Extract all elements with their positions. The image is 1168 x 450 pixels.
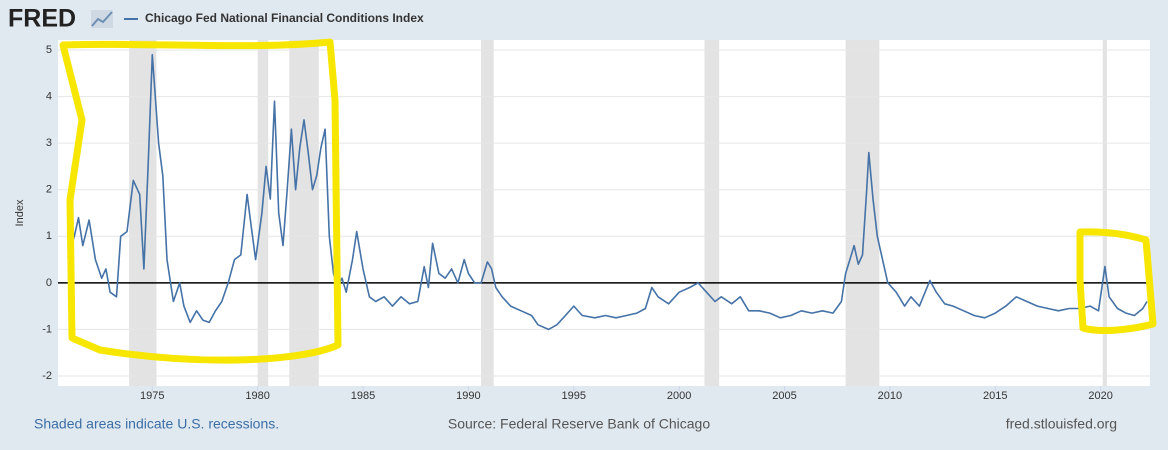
- source: Source: Federal Reserve Bank of Chicago: [448, 416, 710, 432]
- recession-shade: [129, 40, 157, 386]
- y-tick-label: 4: [46, 90, 52, 102]
- x-tick-label: 1980: [245, 390, 269, 402]
- plot-area: [58, 40, 1150, 386]
- x-tick-label: 1975: [140, 390, 164, 402]
- x-tick-label: 2010: [878, 390, 902, 402]
- x-tick-label: 2000: [667, 390, 691, 402]
- x-tick-label: 2005: [772, 390, 796, 402]
- y-tick-label: 1: [46, 230, 52, 242]
- x-tick-label: 1985: [351, 390, 375, 402]
- highlight-annotation: [59, 38, 342, 364]
- x-tick-label: 1995: [562, 390, 586, 402]
- x-tick-label: 1990: [456, 390, 480, 402]
- recession-shade: [481, 40, 494, 386]
- x-tick-label: 2015: [983, 390, 1007, 402]
- recession-shade: [845, 40, 880, 386]
- highlight-annotation: [1076, 228, 1157, 335]
- site: fred.stlouisfed.org: [1006, 416, 1117, 432]
- y-tick-label: 5: [46, 44, 52, 56]
- y-tick-label: -2: [42, 370, 52, 382]
- recession-shade: [1102, 40, 1107, 386]
- recession-shade: [704, 40, 720, 386]
- x-tick-label: 2020: [1088, 390, 1112, 402]
- recession-shade: [257, 40, 269, 386]
- logo: FRED: [8, 5, 76, 33]
- logo-icon: [91, 10, 113, 28]
- y-axis-label: Index: [14, 199, 26, 226]
- y-tick-label: 3: [46, 137, 52, 149]
- recession-note: Shaded areas indicate U.S. recessions.: [34, 416, 279, 432]
- series-line: [67, 53, 1148, 331]
- y-tick-label: -1: [42, 323, 52, 335]
- y-tick-label: 0: [46, 277, 52, 289]
- legend-label: Chicago Fed National Financial Condition…: [145, 11, 424, 25]
- y-tick-label: 2: [46, 184, 52, 196]
- recession-shade: [289, 40, 319, 386]
